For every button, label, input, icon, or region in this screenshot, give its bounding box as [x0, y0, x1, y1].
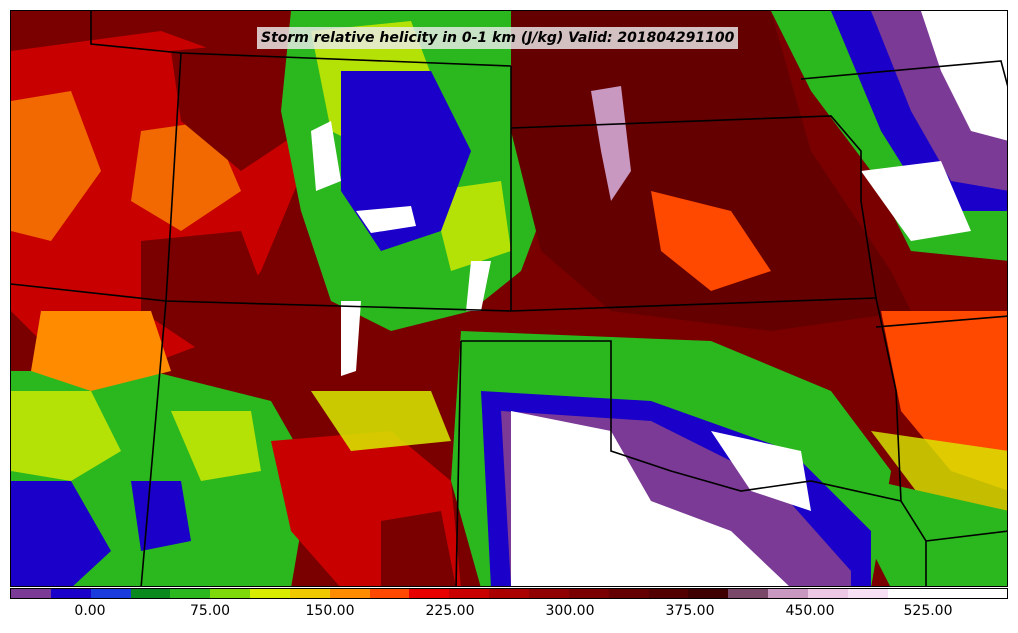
contour-sc-yellow [311, 391, 451, 451]
colorbar-segment [768, 589, 808, 598]
helicity-map [11, 11, 1007, 586]
contour-ne-pink [591, 86, 631, 201]
map-title: Storm relative helicity in 0-1 km (J/kg)… [257, 27, 739, 49]
colorbar-segment [90, 589, 131, 598]
contour-sc-dark [381, 511, 456, 586]
colorbar-segment [728, 589, 769, 598]
contour-sw-blue [11, 481, 191, 586]
contour-se-orange [881, 311, 1007, 491]
colorbar-segment [489, 589, 529, 598]
colorbar-segment [568, 589, 609, 598]
colorbar-segment [170, 589, 211, 598]
contour-south-white [511, 411, 789, 586]
colorbar-segment [927, 589, 968, 598]
contour-east-white [861, 11, 1007, 241]
colorbar-tick-label: 0.00 [74, 603, 106, 619]
colorbar-segment [648, 589, 689, 598]
contour-central-white [311, 121, 491, 376]
colorbar-segment [807, 589, 848, 598]
colorbar-segment [449, 589, 490, 598]
contour-central-blue [341, 71, 471, 251]
colorbar-segment [967, 589, 1008, 598]
colorbar-tick-label: 225.00 [425, 603, 475, 619]
colorbar-segment [409, 589, 450, 598]
colorbar-ticks: 0.00 75.00 150.00 225.00 300.00 375.00 450.00 5… [10, 599, 1008, 629]
colorbar-segment [608, 589, 649, 598]
colorbar-tick-label: 375.00 [665, 603, 715, 619]
colorbar-tick-label: 300.00 [545, 603, 595, 619]
colorbar-segment [887, 589, 928, 598]
colorbar-segment [50, 589, 91, 598]
contour-ne-orange [651, 191, 771, 291]
colorbar-segment [210, 589, 251, 598]
colorbar-segment [130, 589, 171, 598]
state-boundaries [11, 11, 1007, 586]
colorbar-tick-label: 525.00 [903, 603, 953, 619]
colorbar [10, 588, 1008, 599]
colorbar-segment [528, 589, 569, 598]
colorbar-segment [289, 589, 330, 598]
colorbar-tick-label: 450.00 [785, 603, 835, 619]
contour-west-dark [141, 41, 301, 351]
contour-sw-orange [31, 311, 171, 391]
colorbar-segment [11, 589, 51, 598]
colorbar-segment [369, 589, 410, 598]
colorbar-tick-label: 150.00 [305, 603, 355, 619]
contour-south-white-2 [711, 431, 811, 511]
colorbar-segment [329, 589, 370, 598]
colorbar-segment [847, 589, 888, 598]
colorbar-segment [688, 589, 729, 598]
colorbar-segment [250, 589, 290, 598]
colorbar-tick-label: 75.00 [189, 603, 231, 619]
contour-sw-yellow [11, 391, 261, 481]
contour-west-orange [11, 91, 241, 241]
map-panel: Storm relative helicity in 0-1 km (J/kg)… [10, 10, 1008, 587]
